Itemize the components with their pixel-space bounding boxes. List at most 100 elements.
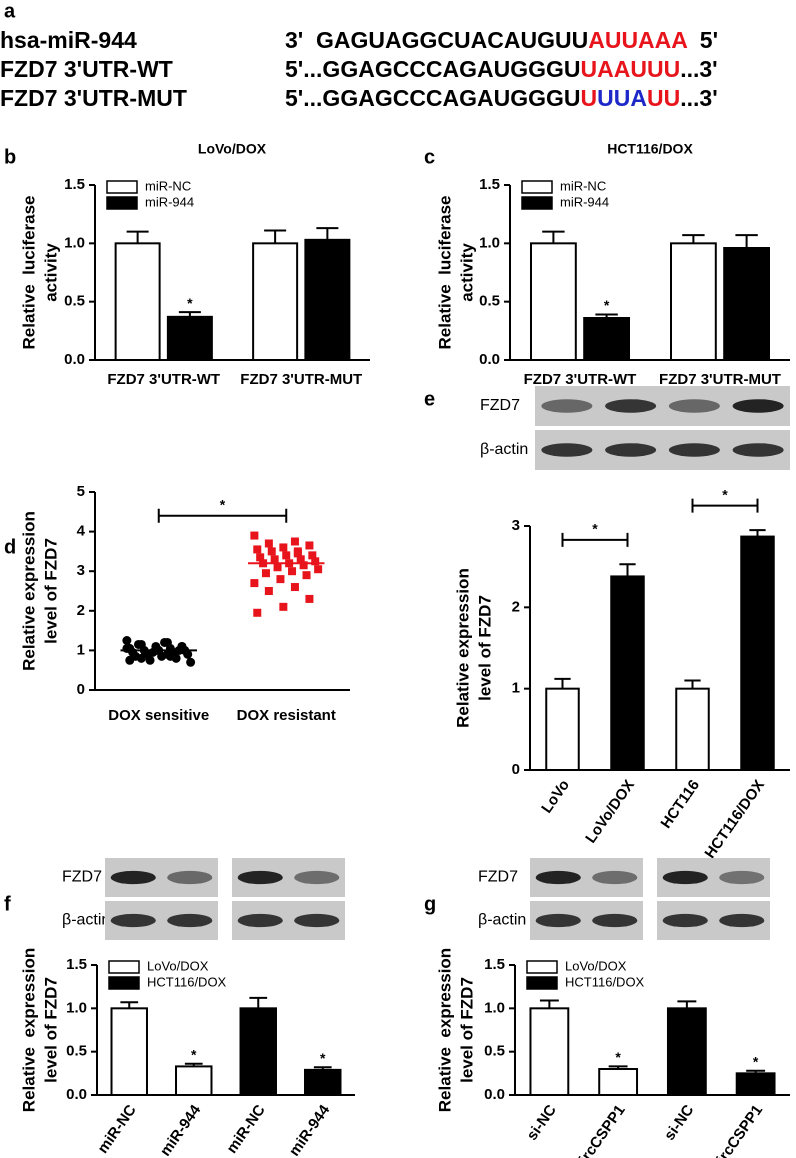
x-tick-label: miR-944 [157, 1101, 205, 1158]
bar [252, 242, 299, 361]
point [253, 545, 262, 554]
blot-label: FZD7 [62, 869, 102, 886]
y-axis-label: Relative expression [453, 568, 472, 728]
y-tick-label: 1 [512, 680, 520, 697]
bar [666, 1007, 707, 1096]
point [314, 565, 323, 574]
sequence-segment: ...3' [680, 56, 717, 82]
point [293, 549, 302, 558]
bar [304, 238, 351, 361]
x-tick-label: miR-NC [223, 1102, 269, 1157]
point [250, 579, 259, 588]
x-tick-label: FZD7 3'UTR-WT [107, 371, 220, 388]
y-tick-label: 1 [77, 641, 85, 658]
sequence-segment: UU [647, 85, 680, 111]
x-tick-label: DOX sensitive [108, 707, 209, 724]
point [160, 637, 170, 647]
point [299, 561, 308, 570]
x-tick-label: LoVo [538, 777, 573, 817]
point [261, 569, 270, 578]
point [305, 541, 314, 550]
y-tick-label: 0.0 [479, 351, 500, 368]
chart-title: HCT116/DOX [607, 141, 693, 157]
legend-swatch [526, 960, 558, 974]
bar [610, 575, 645, 772]
bar [675, 687, 710, 772]
bar [670, 242, 717, 361]
y-tick-label: 0.0 [66, 1086, 87, 1103]
y-tick-label: 0.5 [479, 293, 500, 310]
blot-band [237, 870, 283, 885]
sequence-segment: 5'...GGAGCCCAGAUGGGU [285, 56, 581, 82]
point [279, 602, 288, 611]
blot-band [668, 399, 720, 413]
y-axis-label: Relative expression [19, 948, 38, 1112]
x-tick-label: DOX resistant [237, 707, 336, 724]
legend-label: miR-944 [560, 194, 609, 209]
panel-label: c [424, 146, 435, 168]
sequence: 3' GAGUAGGCUACAUGUUAUUAAA 5' [285, 27, 718, 53]
x-tick-label: FZD7 3'UTR-MUT [659, 371, 781, 388]
y-axis-label: level of FZD7 [457, 977, 476, 1083]
y-tick-label: 1.5 [484, 956, 505, 973]
legend-swatch [108, 976, 140, 990]
blot-band [719, 913, 765, 928]
comparison-label: * [592, 521, 598, 537]
x-tick-label: HCT116/DOX [702, 777, 769, 862]
blot-label: β-actin [478, 912, 526, 929]
sequence-segment: 5' [687, 27, 718, 53]
point [177, 641, 187, 651]
blot-label: FZD7 [480, 397, 520, 414]
blot-band [605, 399, 657, 413]
sequence-name: hsa-miR-944 [0, 27, 137, 53]
bar [723, 247, 771, 361]
blot-band [592, 913, 638, 928]
bar [175, 1065, 213, 1097]
y-tick-label: 0.5 [64, 293, 85, 310]
point [273, 563, 282, 572]
y-axis-label: Relative luciferase [19, 195, 38, 349]
blot-band [237, 913, 283, 928]
point [122, 643, 132, 653]
blot-band [110, 913, 156, 928]
point [186, 657, 196, 667]
sequence-segment: GAGUAGGCUACAUGUU [316, 27, 588, 53]
y-tick-label: 1.0 [64, 234, 85, 251]
y-tick-label: 1.5 [66, 956, 87, 973]
panel-label: a [4, 0, 16, 22]
panel-label: b [4, 146, 16, 168]
legend-swatch [526, 976, 558, 990]
y-tick-label: 0.5 [66, 1043, 87, 1060]
significance: * [191, 1047, 197, 1063]
x-tick-label: si-circCSPP1 [561, 1102, 628, 1158]
y-tick-label: 2 [77, 602, 85, 619]
legend-swatch [106, 180, 138, 194]
point [253, 608, 262, 617]
comparison-bracket [691, 498, 759, 513]
point [282, 551, 291, 560]
blot-band [662, 913, 708, 928]
sequence-segment: AUUAAA [588, 27, 687, 53]
legend-swatch [521, 180, 553, 194]
bar [583, 317, 631, 361]
point [264, 539, 273, 548]
y-axis-label: activity [457, 243, 476, 302]
significance: * [753, 1053, 759, 1069]
point [276, 575, 285, 584]
sequence-segment: UAAUUU [581, 56, 681, 82]
point [305, 594, 314, 603]
legend-swatch [108, 960, 140, 974]
point [296, 555, 305, 564]
sequence-segment: UUA [597, 85, 647, 111]
blot-band [668, 443, 720, 457]
bar [529, 1007, 570, 1096]
y-tick-label: 0 [512, 761, 520, 778]
y-axis-label: Relative expression [435, 948, 454, 1112]
blot-band [167, 870, 213, 885]
y-tick-label: 1.5 [479, 176, 500, 193]
blot-label: β-actin [62, 912, 110, 929]
point [308, 551, 317, 560]
panel-label: g [424, 893, 436, 915]
legend-label: HCT116/DOX [147, 974, 227, 989]
